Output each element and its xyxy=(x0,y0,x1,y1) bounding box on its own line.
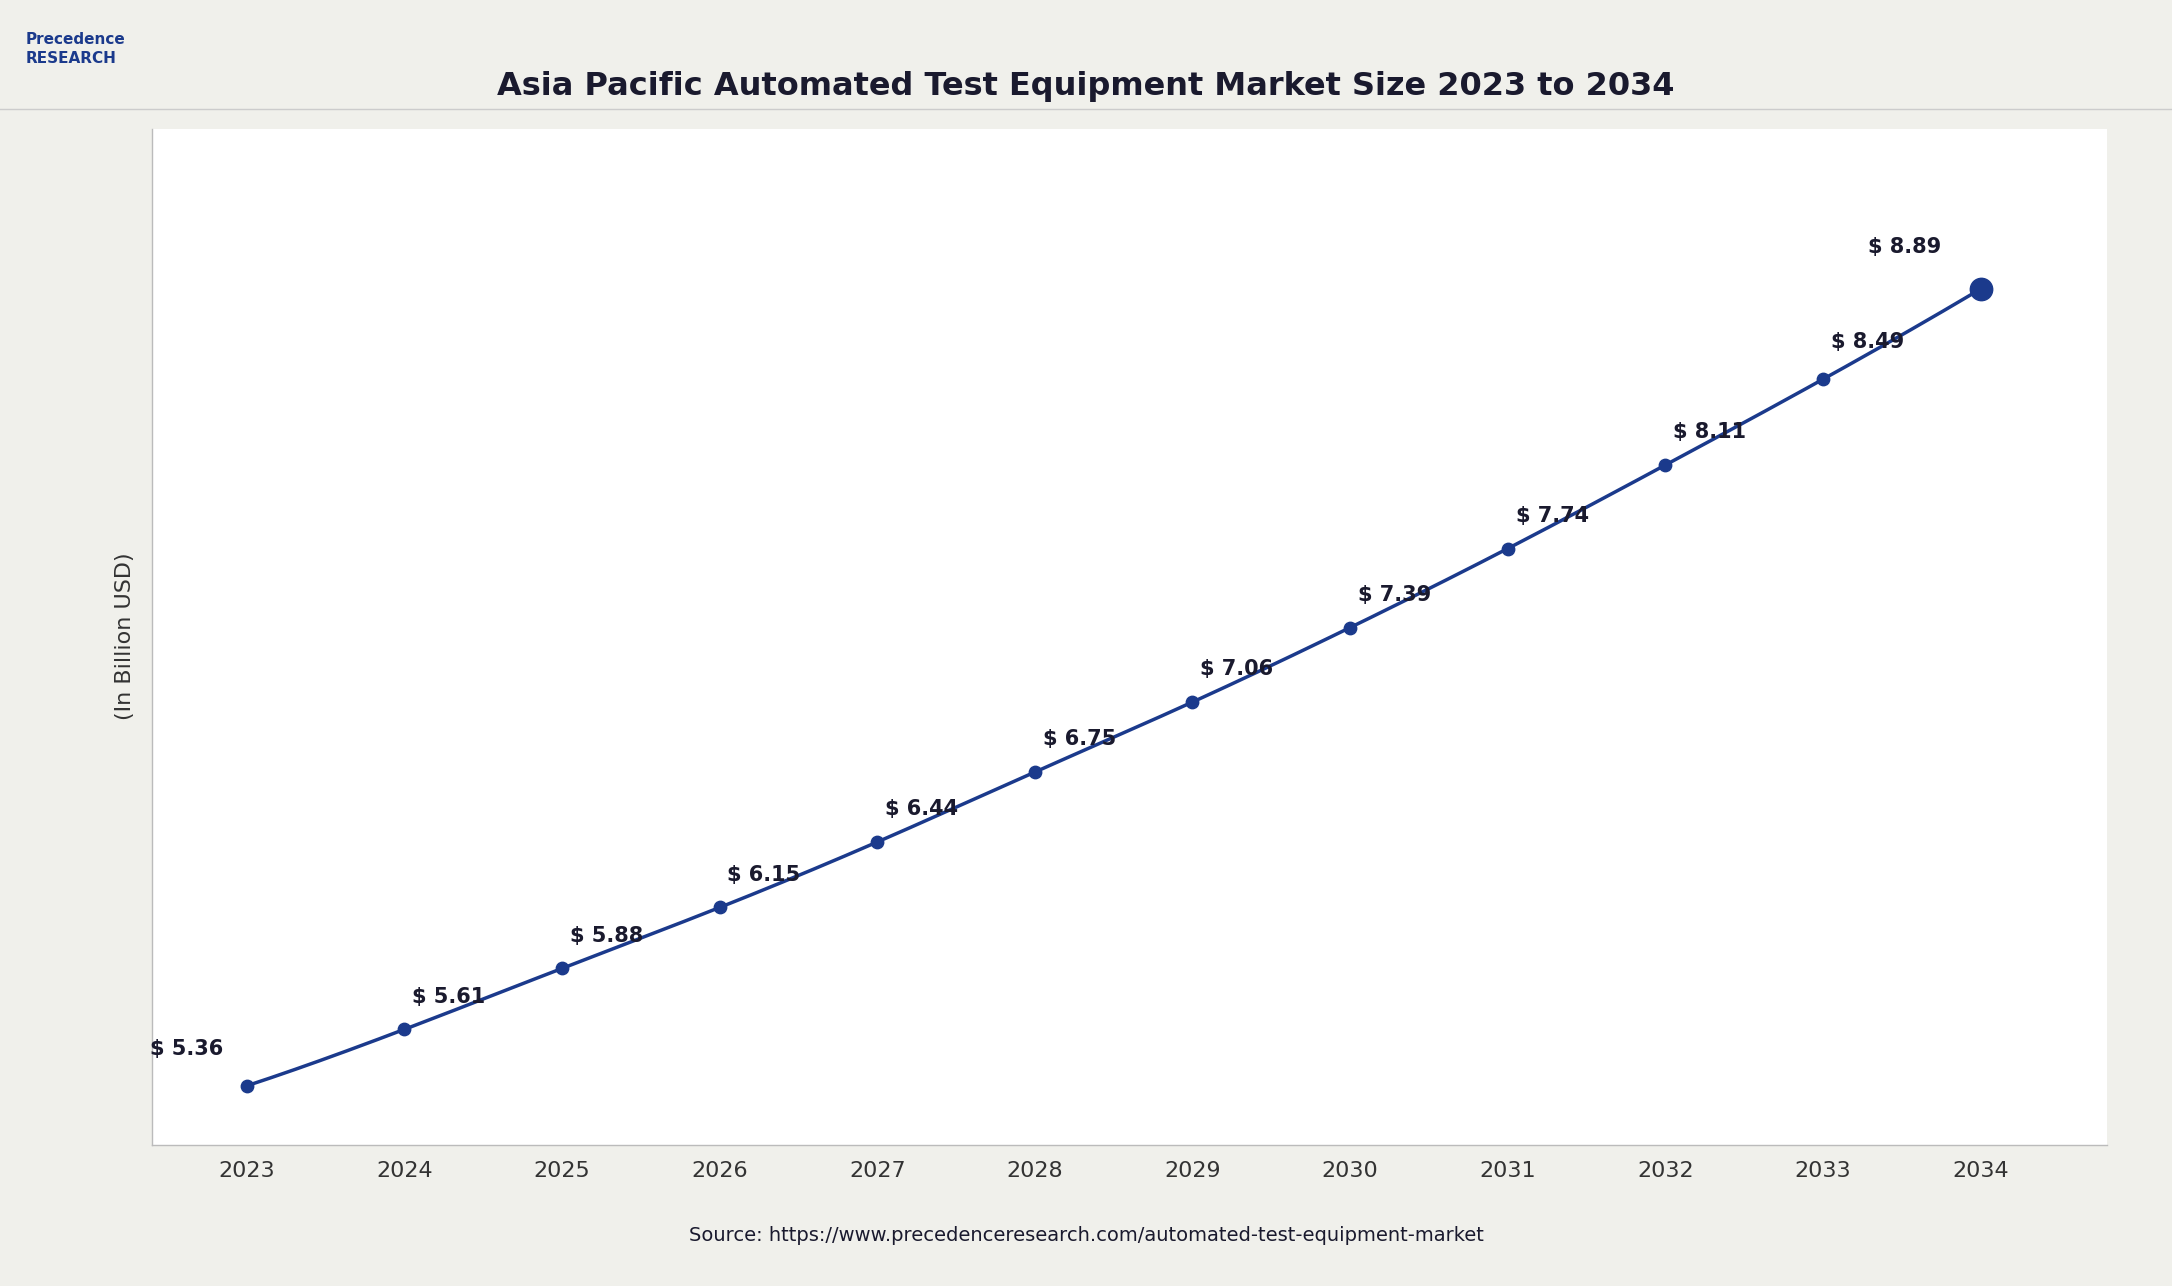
Text: $ 6.75: $ 6.75 xyxy=(1043,729,1116,750)
Y-axis label: (In Billion USD): (In Billion USD) xyxy=(115,553,135,720)
Point xyxy=(1175,692,1210,712)
Point xyxy=(387,1019,421,1039)
Point xyxy=(1490,539,1525,559)
Point xyxy=(1805,369,1840,390)
Point xyxy=(860,832,895,853)
Text: $ 5.61: $ 5.61 xyxy=(413,986,484,1007)
Text: $ 6.44: $ 6.44 xyxy=(884,800,958,819)
Text: $ 6.15: $ 6.15 xyxy=(728,865,801,885)
Point xyxy=(702,898,736,918)
Text: Source: https://www.precedenceresearch.com/automated-test-equipment-market: Source: https://www.precedenceresearch.c… xyxy=(689,1226,1483,1245)
Point xyxy=(1334,617,1368,638)
Point xyxy=(1963,279,1998,300)
Text: $ 7.39: $ 7.39 xyxy=(1358,585,1431,604)
Text: Asia Pacific Automated Test Equipment Market Size 2023 to 2034: Asia Pacific Automated Test Equipment Ma… xyxy=(497,71,1675,102)
Text: Precedence
RESEARCH: Precedence RESEARCH xyxy=(26,32,126,66)
Text: $ 5.88: $ 5.88 xyxy=(569,926,643,946)
Text: $ 7.06: $ 7.06 xyxy=(1201,660,1273,679)
Point xyxy=(230,1075,265,1096)
Point xyxy=(1016,761,1051,782)
Text: $ 5.36: $ 5.36 xyxy=(150,1039,224,1058)
Point xyxy=(1649,455,1683,476)
Text: $ 7.74: $ 7.74 xyxy=(1516,505,1588,526)
Point xyxy=(545,958,580,979)
Text: $ 8.89: $ 8.89 xyxy=(1868,238,1942,257)
Text: $ 8.49: $ 8.49 xyxy=(1831,332,1905,352)
Text: $ 8.11: $ 8.11 xyxy=(1672,422,1746,442)
